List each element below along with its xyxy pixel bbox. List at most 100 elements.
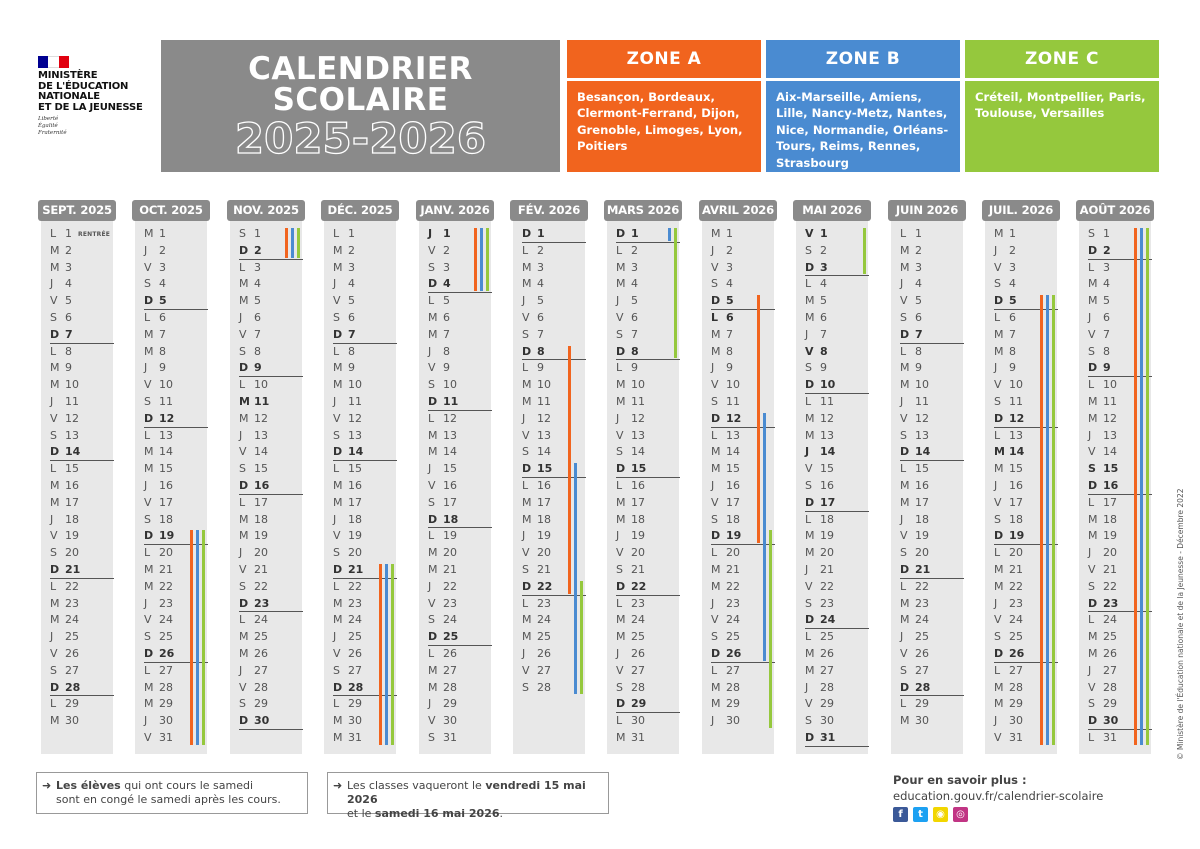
day-letter: S: [333, 663, 340, 677]
day-number: 4: [1009, 277, 1016, 291]
day-letter: M: [333, 731, 343, 744]
day-letter: M: [711, 563, 721, 576]
day-number: 23: [348, 596, 362, 610]
day-number: 28: [1103, 680, 1117, 694]
day-number: 1: [1103, 227, 1110, 240]
day-letter: J: [711, 243, 715, 257]
day-letter: S: [1088, 227, 1095, 240]
day-number: 22: [65, 579, 79, 593]
day-letter: D: [1088, 479, 1098, 492]
day-row: M 27: [805, 663, 865, 680]
day-number: 8: [1009, 344, 1016, 358]
day-letter: S: [239, 462, 246, 476]
holiday-bar-zone-c: [580, 580, 583, 695]
title-block: CALENDRIER SCOLAIRE 2025-2026: [161, 40, 560, 172]
day-number: 3: [1103, 260, 1110, 274]
day-number: 12: [537, 411, 551, 425]
day-letter: D: [805, 613, 815, 627]
day-row: J 27: [239, 663, 299, 680]
twitter-icon[interactable]: t: [913, 807, 928, 822]
day-number: 23: [254, 596, 270, 610]
day-letter: M: [805, 663, 815, 677]
day-letter: L: [239, 613, 246, 627]
day-letter: M: [900, 378, 910, 392]
day-row: D 15: [522, 461, 582, 478]
day-letter: S: [805, 361, 812, 375]
day-letter: J: [144, 243, 148, 257]
day-number: 20: [631, 546, 645, 560]
week-separator: [900, 577, 964, 579]
day-row: S 18: [994, 512, 1054, 529]
facebook-icon[interactable]: f: [893, 807, 908, 822]
day-number: 27: [820, 663, 834, 677]
day-row: L 17: [239, 495, 299, 512]
day-letter: D: [333, 563, 343, 576]
day-row: M 24: [616, 612, 676, 629]
instagram-icon[interactable]: ◎: [953, 807, 968, 822]
day-letter: S: [994, 512, 1001, 526]
day-letter: J: [1088, 546, 1092, 560]
snapchat-icon[interactable]: ◉: [933, 807, 948, 822]
day-number: 19: [915, 529, 929, 543]
day-number: 17: [1103, 495, 1117, 509]
day-row: S 31: [428, 730, 488, 747]
day-row: L 12: [428, 411, 488, 428]
day-number: 1: [254, 227, 261, 240]
day-row: J 26: [616, 646, 676, 663]
more-info-link[interactable]: education.gouv.fr/calendrier-scolaire: [893, 789, 1104, 803]
day-letter: S: [1088, 462, 1096, 476]
day-number: 26: [1103, 647, 1117, 660]
day-number: 1: [65, 227, 72, 240]
day-row: V 12: [50, 411, 110, 428]
day-letter: L: [616, 361, 623, 375]
day-number: 3: [1009, 260, 1016, 274]
day-row: M 14: [428, 444, 488, 461]
week-separator: [144, 544, 208, 546]
day-letter: D: [900, 563, 910, 576]
week-separator: [333, 577, 397, 579]
day-number: 30: [254, 714, 270, 728]
month-column: SEPT. 2025 L 1 RENTRÉE M 2 M 3 J 4 V 5 S 6 D 7 L 8 M 9 M 10 J 1…: [38, 200, 116, 754]
day-row: D 21: [900, 562, 960, 579]
day-letter: M: [616, 495, 626, 509]
day-number: 14: [443, 445, 457, 459]
day-letter: L: [1088, 613, 1095, 627]
day-letter: M: [333, 378, 343, 392]
day-number: 9: [820, 361, 827, 375]
day-number: 9: [631, 361, 638, 375]
more-info: Pour en savoir plus : education.gouv.fr/…: [893, 772, 1103, 805]
day-number: 16: [1103, 479, 1119, 492]
day-row: J 15: [428, 461, 488, 478]
holiday-bar-zone-c: [202, 530, 205, 745]
day-letter: M: [900, 613, 910, 627]
day-letter: V: [616, 546, 624, 560]
day-letter: V: [711, 613, 719, 627]
day-letter: S: [333, 428, 340, 442]
week-separator: [239, 376, 303, 378]
day-letter: L: [239, 378, 246, 392]
day-row: V 20: [522, 545, 582, 562]
day-row: M 28: [428, 680, 488, 697]
day-number: 7: [915, 327, 923, 341]
day-letter: D: [616, 579, 626, 593]
day-letter: S: [711, 277, 718, 291]
day-row: J 25: [900, 629, 960, 646]
day-letter: J: [50, 395, 54, 408]
day-letter: D: [333, 680, 343, 694]
day-row: J 18: [900, 512, 960, 529]
day-row: J 23: [994, 596, 1054, 613]
day-row: L 22: [333, 579, 393, 596]
day-letter: L: [50, 579, 57, 593]
day-row: L 23: [522, 596, 582, 613]
day-number: 6: [1103, 311, 1110, 324]
day-number: 19: [820, 529, 834, 543]
